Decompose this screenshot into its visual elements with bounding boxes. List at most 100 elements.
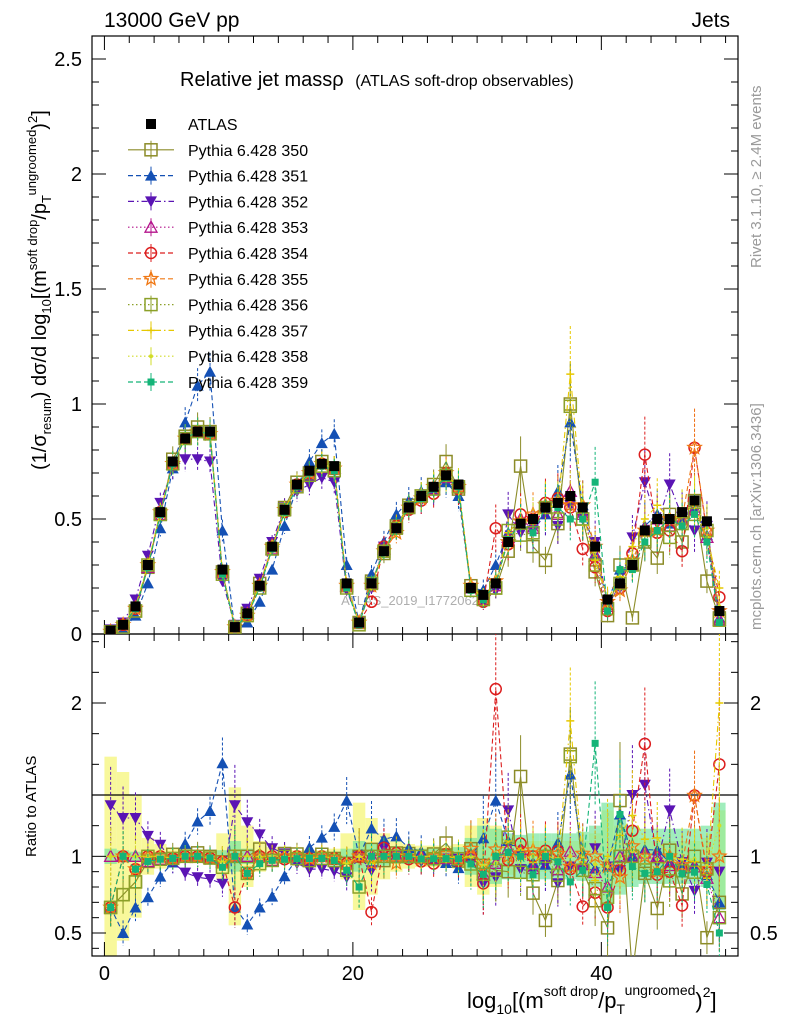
data-point — [478, 589, 489, 600]
ratio-point — [628, 863, 636, 871]
ratio-point — [328, 866, 341, 878]
ratio-point — [216, 878, 229, 890]
legend-entry: Pythia 6.428 358 — [128, 347, 308, 366]
data-point — [340, 559, 353, 570]
data-point — [701, 516, 712, 527]
y-tick-label-top: 1 — [71, 394, 82, 416]
data-point — [118, 619, 129, 630]
data-point — [489, 521, 502, 535]
header-right: Jets — [691, 9, 730, 32]
ratio-point — [586, 847, 604, 864]
ratio-point — [579, 866, 587, 874]
data-point — [591, 478, 599, 486]
data-point — [604, 607, 612, 615]
legend-entry: Pythia 6.428 357 — [128, 321, 308, 340]
ratio-point — [293, 855, 301, 863]
ratio-point — [129, 813, 142, 824]
ratio-point — [554, 858, 562, 866]
ratio-point — [344, 861, 349, 866]
data-point — [279, 504, 290, 515]
series-line — [110, 458, 720, 630]
ratio-point — [169, 854, 177, 862]
data-point — [129, 609, 142, 621]
data-point — [291, 479, 302, 490]
data-point — [639, 525, 650, 536]
ratio-point — [343, 866, 351, 874]
data-point — [216, 576, 229, 588]
y-tick-label-top: 0 — [71, 624, 82, 646]
analysis-watermark: ATLAS_2019_I1772062 — [341, 593, 479, 608]
header-left: 13000 GeV pp — [104, 9, 239, 32]
ratio-point — [638, 737, 652, 751]
data-point — [625, 611, 640, 625]
y-axis-ticks-top: 0 0.5 1 1.5 2 2.5 — [54, 35, 738, 646]
data-point — [191, 379, 204, 391]
ratio-point — [129, 901, 142, 913]
ratio-point — [119, 852, 127, 860]
data-point — [205, 426, 216, 437]
legend-label: Pythia 6.428 352 — [188, 194, 308, 211]
ratio-point — [228, 800, 241, 812]
y-tick-label-ratio: 2 — [71, 693, 82, 715]
ratio-point — [141, 891, 154, 903]
data-point — [366, 578, 377, 589]
chart-subtitle: (ATLAS soft-drop observables) — [355, 73, 573, 90]
y-axis-ticks-ratio: 0.5 0.5 1 1 2 2 — [54, 641, 778, 949]
data-point — [242, 608, 253, 619]
ratio-point — [392, 852, 400, 860]
ratio-point — [253, 829, 266, 841]
data-point — [552, 497, 563, 508]
data-point — [216, 524, 229, 536]
ratio-point — [253, 901, 266, 913]
data-point — [616, 566, 624, 574]
data-point — [663, 479, 676, 491]
ratio-point — [593, 862, 598, 867]
legend-label: Pythia 6.428 359 — [188, 375, 308, 392]
legend-label: Pythia 6.428 356 — [188, 298, 308, 315]
ratio-point — [405, 852, 413, 860]
ratio-point — [568, 854, 573, 859]
ratio-point — [566, 878, 574, 886]
legend-entry: Pythia 6.428 353 — [128, 218, 308, 237]
ratio-point — [228, 901, 242, 914]
data-point — [677, 507, 688, 518]
ratio-point — [641, 869, 649, 877]
data-point — [102, 622, 120, 634]
ratio-point — [181, 852, 189, 860]
y-tick-label-ratio: 0.5 — [54, 923, 82, 945]
data-point — [641, 538, 649, 546]
data-point — [538, 553, 553, 568]
data-point — [155, 507, 166, 518]
y-tick-label-ratio-right: 1 — [750, 846, 761, 868]
data-point — [204, 365, 217, 377]
ratio-point — [191, 872, 204, 884]
legend: ATLAS Pythia 6.428 350 Pythia 6.428 351 Pyt… — [128, 117, 308, 392]
data-point — [179, 416, 192, 428]
data-point — [579, 515, 587, 523]
data-point — [686, 438, 703, 455]
data-point — [540, 502, 551, 513]
ratio-point — [481, 863, 486, 868]
data-point — [490, 578, 501, 589]
data-point — [204, 456, 217, 468]
ratio-point — [328, 820, 341, 832]
legend-marker — [147, 378, 155, 386]
data-point — [576, 542, 589, 556]
mcplots-label: mcplots.cern.ch [arXiv:1306.3436] — [748, 403, 765, 630]
ratio-point — [218, 863, 226, 871]
ratio-series-line — [110, 702, 720, 882]
data-point — [489, 559, 502, 570]
ratio-point — [591, 739, 599, 747]
data-point — [577, 502, 588, 513]
legend-entry: Pythia 6.428 356 — [128, 295, 308, 315]
ratio-point — [576, 900, 589, 913]
ratio-point — [117, 927, 130, 938]
y-axis-label-top: (1/σresum) dσ/d log10[(msoft drop/pTungr… — [24, 110, 54, 470]
data-point — [678, 522, 686, 530]
ratio-point — [513, 769, 528, 784]
ratio-point — [268, 856, 276, 864]
series-atlas — [105, 426, 725, 634]
legend-label: ATLAS — [188, 117, 238, 134]
legend-marker — [146, 119, 156, 129]
legend-label: Pythia 6.428 357 — [188, 323, 308, 340]
